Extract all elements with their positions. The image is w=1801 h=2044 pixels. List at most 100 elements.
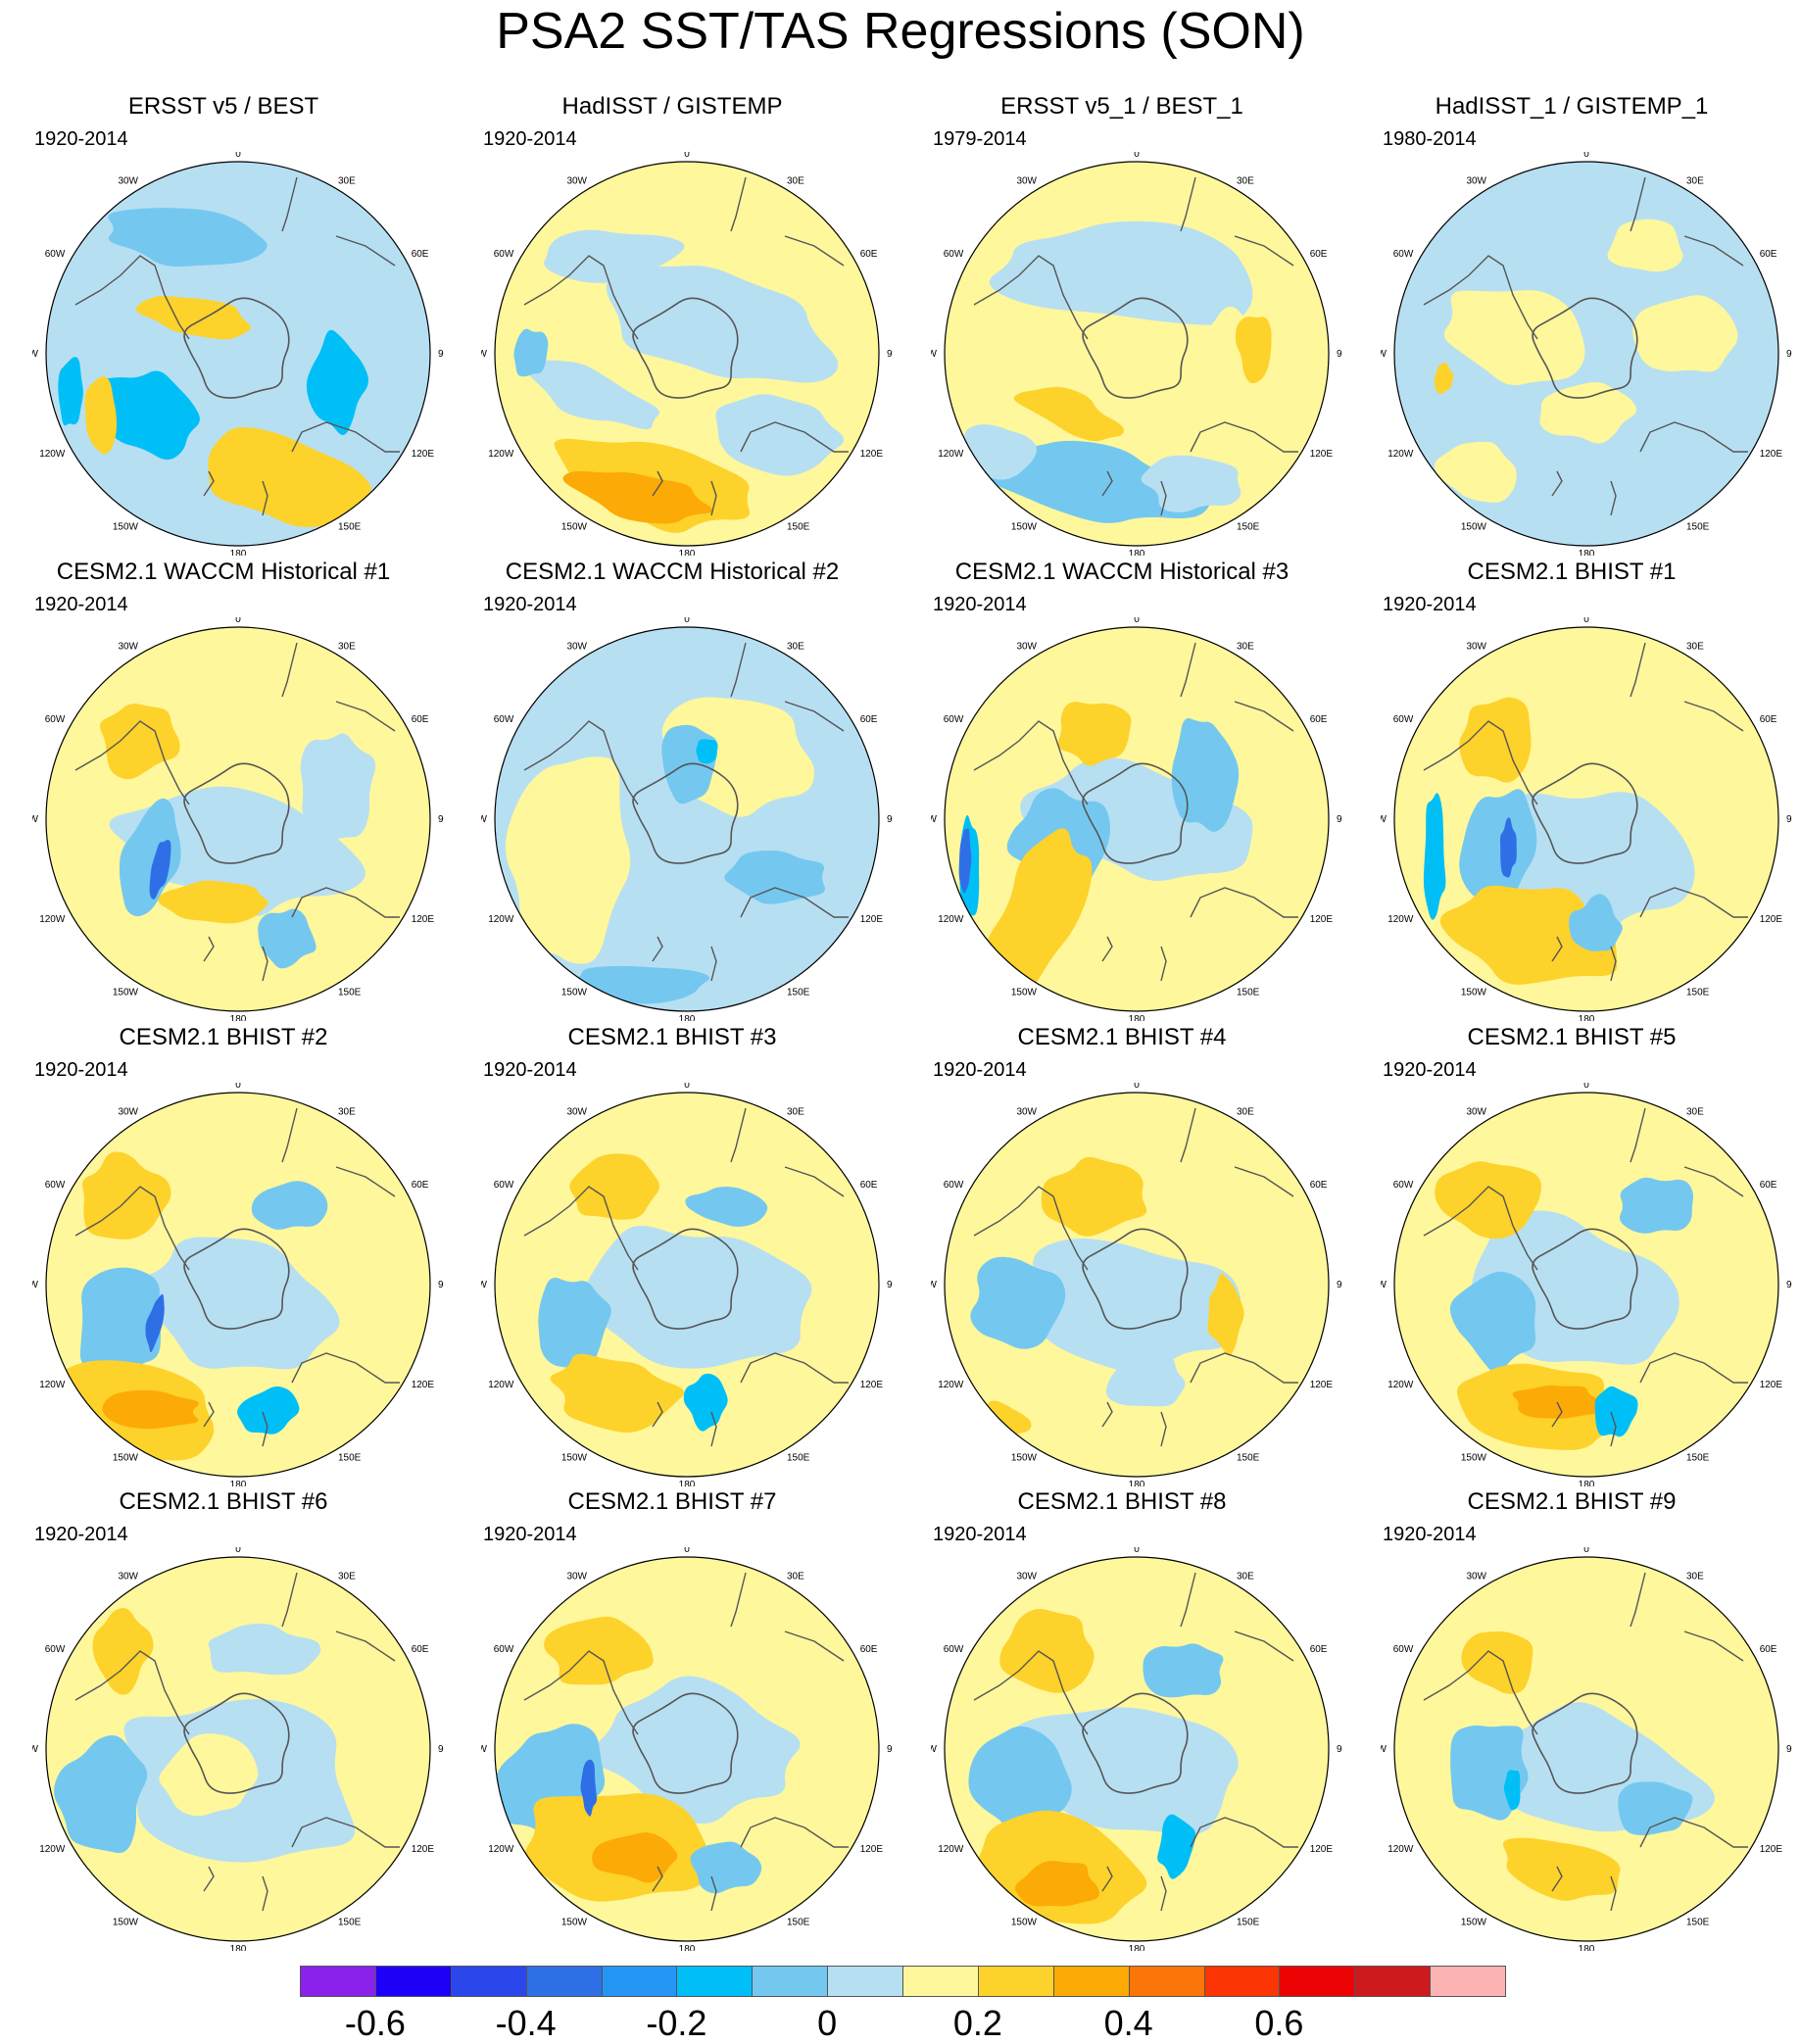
panel-period: 1920-2014 — [933, 594, 1027, 615]
regression-contour — [538, 1278, 611, 1372]
panel-period: 1920-2014 — [1383, 1524, 1477, 1545]
continent-coastline — [1630, 1572, 1646, 1628]
polar-map: 0 30E 60E 90E 120E 150E 180 150W 120W 90W 60W 30W — [32, 1083, 444, 1486]
longitude-label: 30W — [566, 1571, 587, 1582]
colorbar-tick-label: 0.6 — [1254, 2003, 1304, 2043]
panel-title: CESM2.1 BHIST #3 — [567, 1024, 777, 1050]
regression-contour — [58, 357, 83, 426]
colorbar-tick-label: 0 — [817, 2003, 838, 2043]
longitude-label: 120E — [1310, 1844, 1334, 1855]
map-border — [1393, 1092, 1779, 1478]
regression-contour — [159, 1733, 259, 1817]
longitude-label: 60E — [860, 714, 878, 725]
colorbar-swatch — [300, 1966, 376, 1997]
longitude-label: 90W — [32, 349, 39, 360]
continent-coastline — [1423, 255, 1538, 340]
longitude-label: 180 — [1129, 1480, 1145, 1486]
regression-contour — [958, 828, 972, 894]
continent-coastline — [1234, 235, 1294, 267]
longitude-label: 120E — [412, 1380, 435, 1390]
longitude-label: 60W — [45, 1644, 66, 1655]
regression-contour — [606, 266, 839, 383]
continent-coastline — [652, 936, 663, 962]
continent-coastline — [1551, 936, 1563, 962]
regression-contour — [1235, 316, 1272, 384]
longitude-label: 120E — [1760, 449, 1783, 460]
longitude-label: 90W — [1381, 814, 1387, 825]
colorbar-swatch — [676, 1966, 754, 1997]
longitude-label: 90W — [931, 1744, 938, 1755]
antarctica-coastline — [632, 1228, 739, 1330]
colorbar-swatch — [977, 1966, 1054, 1997]
regression-contour — [306, 329, 368, 435]
regression-contour — [715, 394, 845, 476]
longitude-label: 150W — [561, 522, 588, 533]
continent-coastline — [262, 1875, 268, 1912]
longitude-label: 60E — [1310, 249, 1328, 260]
antarctica-coastline — [632, 297, 739, 399]
polar-map: 0 30E 60E 90E 120E 150E 180 150W 120W 90W 60W 30W — [931, 1547, 1342, 1951]
longitude-label: 30E — [787, 1571, 804, 1582]
longitude-label: 0 — [1583, 617, 1589, 625]
regression-contour — [544, 1616, 654, 1685]
longitude-label: 60W — [494, 1180, 514, 1191]
panel-period: 1979-2014 — [933, 128, 1027, 150]
longitude-label: 30W — [1466, 1106, 1486, 1117]
antarctica-coastline — [1532, 1228, 1638, 1330]
longitude-label: 30W — [1466, 641, 1486, 652]
polar-map: 0 30E 60E 90E 120E 150E 180 150W 120W 90W 60W 30W — [1381, 1083, 1792, 1486]
longitude-label: 30W — [118, 1106, 138, 1117]
continent-coastline — [1639, 1817, 1748, 1848]
continent-coastline — [730, 176, 747, 232]
longitude-label: 90W — [32, 814, 39, 825]
continent-coastline — [262, 480, 268, 516]
polar-map: 0 30E 60E 90E 120E 150E 180 150W 120W 90W 60W 30W — [481, 152, 893, 556]
longitude-label: 60W — [1393, 714, 1414, 725]
longitude-label: 120E — [860, 449, 884, 460]
continent-coastline — [1190, 421, 1298, 453]
polar-map: 0 30E 60E 90E 120E 150E 180 150W 120W 90W 60W 30W — [481, 1547, 893, 1951]
longitude-label: 150W — [1011, 1918, 1038, 1928]
regression-contour — [1435, 1161, 1541, 1240]
longitude-label: 180 — [1129, 1014, 1145, 1021]
longitude-label: 90E — [887, 1280, 893, 1290]
continent-coastline — [335, 1166, 396, 1197]
regression-contour — [569, 1153, 659, 1220]
longitude-label: 60W — [494, 714, 514, 725]
regression-contour — [208, 1623, 321, 1676]
map-panel: CESM2.1 BHIST #3 1920-2014 0 30E 60E 90E 120E 1… — [466, 1024, 893, 1486]
map-panel: ERSST v5 / BEST 1920-2014 0 30E 60E 90E 120E 15… — [18, 93, 444, 556]
antarctica-coastline — [183, 1228, 290, 1330]
continent-coastline — [1639, 887, 1748, 918]
longitude-label: 180 — [1579, 1944, 1595, 1951]
continent-coastline — [1610, 1411, 1617, 1447]
longitude-label: 180 — [230, 1944, 247, 1951]
longitude-label: 60E — [860, 249, 878, 260]
continent-coastline — [1610, 480, 1617, 516]
figure-title: PSA2 SST/TAS Regressions (SON) — [496, 3, 1305, 60]
longitude-label: 150W — [113, 988, 139, 998]
regression-contour — [1503, 1770, 1521, 1811]
regression-contour — [1013, 386, 1124, 442]
map-panel: CESM2.1 BHIST #5 1920-2014 0 30E 60E 90E 120E 1… — [1366, 1024, 1792, 1486]
continent-coastline — [1630, 176, 1646, 232]
continent-coastline — [1630, 1107, 1646, 1163]
regression-contour — [1443, 290, 1585, 386]
longitude-label: 150W — [1011, 1453, 1038, 1464]
longitude-label: 120W — [938, 1380, 964, 1390]
colorbar-swatch — [1203, 1966, 1281, 1997]
longitude-label: 30E — [1237, 1571, 1254, 1582]
continent-coastline — [1234, 701, 1294, 732]
longitude-label: 180 — [679, 1014, 696, 1021]
regression-contour — [158, 880, 268, 924]
map-panel: CESM2.1 BHIST #2 1920-2014 0 30E 60E 90E 120E 1… — [18, 1024, 444, 1486]
panel-period: 1920-2014 — [34, 128, 128, 150]
panel-period: 1920-2014 — [34, 594, 128, 615]
antarctica-coastline — [1532, 1692, 1638, 1794]
longitude-label: 90W — [481, 349, 488, 360]
longitude-label: 120E — [412, 449, 435, 460]
continent-coastline — [291, 1817, 400, 1848]
regression-contour — [102, 1389, 199, 1430]
regression-contour — [99, 704, 180, 780]
longitude-label: 90E — [887, 1744, 893, 1755]
